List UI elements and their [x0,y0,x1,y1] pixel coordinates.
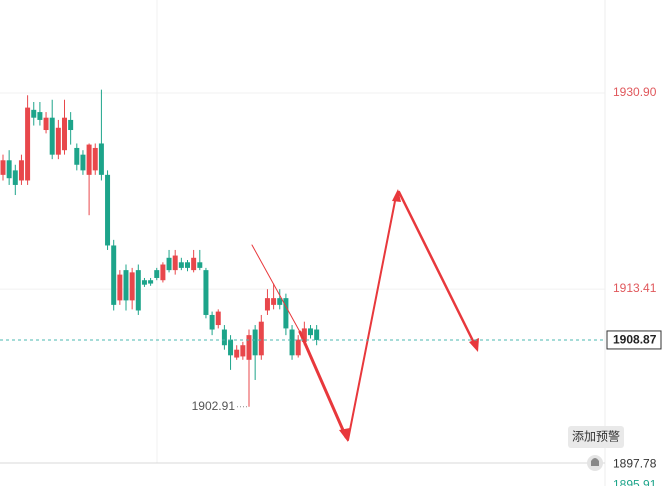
plot [0,89,605,408]
candle-body [129,272,135,301]
candle-body [141,280,147,285]
candle-body [277,298,283,305]
candle-body [289,329,295,356]
candle-body [0,160,6,175]
candle-body [135,270,141,311]
candle-body [123,270,129,301]
low-label: 1902.91 [192,399,236,413]
arrow-line [298,330,348,439]
candle-body [185,262,190,268]
candle-body [37,112,43,120]
candle-body [240,345,246,357]
candle-body [308,328,313,336]
candle-body [25,107,31,181]
arrow-line [397,190,477,347]
alert-price-label: 1897.78 [613,456,657,470]
candle-body [111,245,117,305]
y-tick-label: 1913.41 [613,281,657,295]
candle-body [98,143,104,175]
candle-body [246,335,252,360]
annotation-arrows [251,189,479,442]
arrow-line [251,244,301,333]
candle-body [197,262,203,268]
candle-body [62,117,67,151]
candle-body [148,280,154,284]
candle-body [234,349,240,358]
candle-body [191,257,197,271]
alert-button[interactable] [568,426,624,448]
candle-body [166,257,172,271]
bell-icon[interactable] [587,455,603,471]
candle-body [178,262,184,268]
candle-body [283,298,289,329]
arrow-head [339,428,350,442]
candle-body [271,298,277,305]
candle-body [160,264,166,281]
candle-body [264,298,270,311]
candle-body [154,270,160,278]
candle-body [117,274,123,301]
candle-body [31,109,37,118]
candle-body [314,329,320,340]
candle-body [55,127,61,155]
candle-body [172,255,178,271]
bottom-price-label: 1895.91 [613,477,657,486]
candle-body [92,147,98,171]
candle-body [228,339,234,356]
current-price-tag [606,330,662,350]
candle-body [252,329,258,356]
candle-body [18,160,24,181]
arrow-line [347,195,397,441]
candle-body [74,147,80,165]
candle-body [68,119,74,131]
candle-body [43,117,49,131]
y-tick-label: 1930.90 [613,85,657,99]
arrow-head [469,338,479,352]
candle-body [221,329,227,346]
current-price-label: 1908.87 [613,333,657,347]
candle-body [80,154,86,171]
candle-body [6,160,12,179]
candle-body [258,321,264,356]
candle-body [209,314,215,330]
candle-body [49,117,55,155]
candle-body [295,339,301,356]
candle-body [105,174,111,246]
alert-button-label[interactable]: 添加预警 [572,429,620,444]
candle-body [215,311,221,326]
candle-body [86,144,92,175]
candle-body [301,328,307,342]
candle-body [203,270,209,315]
candle-body [12,170,18,185]
